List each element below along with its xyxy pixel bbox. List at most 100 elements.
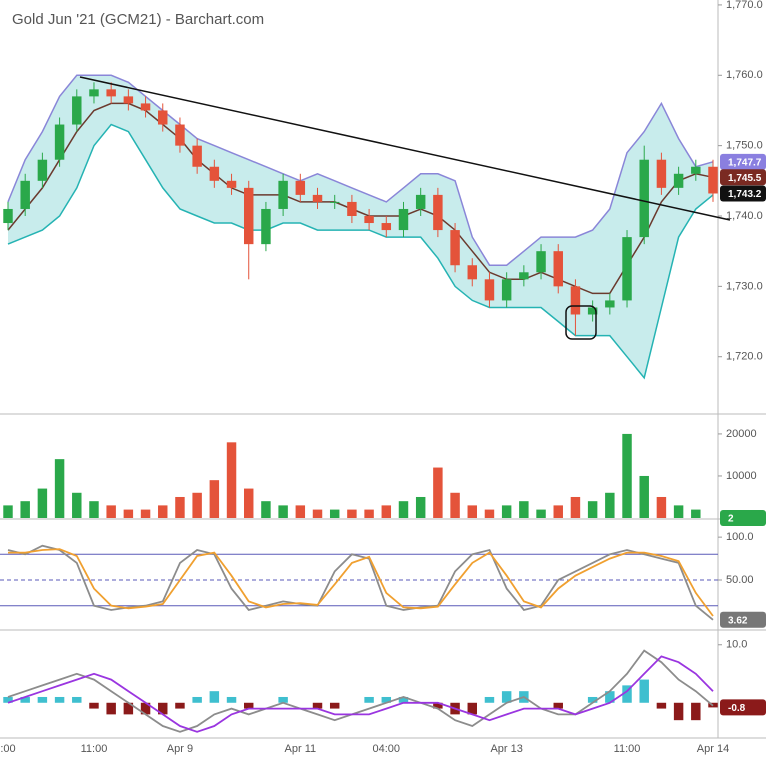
value-box (720, 169, 766, 186)
volume-bar (381, 505, 392, 518)
histogram-bar (312, 702, 323, 709)
histogram-bar (605, 691, 615, 703)
histogram-bar (89, 702, 99, 709)
candle-body (501, 279, 512, 301)
value-box (720, 699, 766, 716)
y-tick-label: 1,740.0 (726, 210, 763, 222)
candle-body (261, 208, 271, 245)
value-box (720, 185, 766, 202)
candle-body (398, 208, 409, 231)
histogram-bar (244, 702, 254, 709)
candle-body (175, 124, 185, 146)
volume-bar (329, 509, 340, 518)
histogram-bar (622, 685, 632, 703)
volume-bar (467, 505, 477, 518)
volume-bar (605, 492, 615, 518)
volume-bar (484, 509, 495, 518)
oscillator-line (8, 548, 714, 617)
volume-bar (123, 509, 134, 518)
candle-body (587, 307, 598, 315)
highlight-box (565, 305, 597, 340)
volume-bar (433, 467, 443, 518)
y-tick-label: 1,770.0 (726, 0, 763, 11)
volume-bar (3, 505, 13, 518)
volume-bar (261, 501, 271, 518)
volume-bar (673, 505, 684, 518)
y-tick-label: 1,720.0 (726, 351, 763, 363)
volume-bar (364, 509, 374, 518)
value-box (720, 611, 766, 628)
volume-bar (72, 492, 82, 518)
candle-body (192, 145, 202, 167)
candle-body (312, 194, 323, 202)
macd-line (7, 649, 714, 733)
volume-bar (450, 492, 460, 518)
histogram-bar (3, 696, 13, 703)
candle-body (158, 110, 168, 125)
x-tick-label: Apr 13 (490, 743, 522, 755)
x-tick-label: :00 (0, 743, 15, 755)
candle-body (381, 223, 392, 231)
histogram-bar (226, 696, 237, 703)
histogram-bar (192, 696, 202, 703)
volume-bar (347, 509, 357, 518)
candle-body (415, 194, 426, 209)
x-tick-label: 04:00 (373, 743, 401, 755)
candle-body (3, 208, 13, 224)
histogram-bar (175, 702, 185, 709)
histogram-bar (140, 702, 151, 715)
candle-body (209, 166, 220, 181)
y-tick-label: 10.0 (726, 639, 747, 651)
volume-bar (536, 509, 546, 518)
candle-body (467, 265, 477, 280)
histogram-bar (587, 696, 598, 703)
volume-bar (89, 501, 99, 518)
histogram-bar (106, 702, 116, 715)
histogram-bar (553, 702, 563, 709)
chart-title: Gold Jun '21 (GCM21) - Barchart.com (12, 11, 264, 28)
candle-body (244, 187, 254, 245)
candle-body (295, 180, 306, 195)
histogram-bar (72, 696, 82, 703)
volume-bar (622, 433, 632, 518)
volume-bar (570, 496, 581, 518)
candle-body (37, 159, 48, 181)
candle-body (639, 159, 649, 238)
volume-bar (54, 459, 65, 518)
candle-body (278, 180, 288, 209)
volume-bar (20, 501, 30, 518)
candle-body (433, 194, 443, 231)
candle-body (519, 272, 529, 280)
volume-bar (226, 442, 237, 518)
histogram-bar (467, 702, 477, 715)
histogram-bar (398, 696, 409, 703)
candle-body (123, 96, 134, 104)
histogram-bar (433, 702, 443, 709)
volume-bar (37, 488, 48, 518)
volume-bar (278, 505, 288, 518)
histogram-bar (501, 691, 512, 703)
histogram-bar (329, 702, 340, 709)
histogram-bar (278, 696, 288, 703)
trendline (79, 76, 731, 221)
candle-body (708, 166, 718, 194)
candle-body (484, 279, 495, 301)
candle-body (89, 89, 99, 97)
candle-body (106, 89, 116, 97)
candle-body (691, 166, 701, 174)
candle-body (364, 215, 374, 224)
y-tick-label: 10000 (726, 470, 757, 482)
candle-body (450, 230, 460, 266)
candle-body (54, 124, 65, 160)
volume-bar (501, 505, 512, 518)
volume-bar (553, 505, 563, 518)
candle-body (226, 180, 237, 188)
histogram-bar (691, 702, 701, 721)
volume-bar (175, 496, 185, 518)
volume-bar (244, 488, 254, 518)
histogram-bar (20, 696, 30, 703)
x-tick-label: Apr 11 (285, 743, 317, 755)
value-label: 3.62 (728, 615, 748, 626)
y-tick-label: 1,750.0 (726, 140, 763, 152)
